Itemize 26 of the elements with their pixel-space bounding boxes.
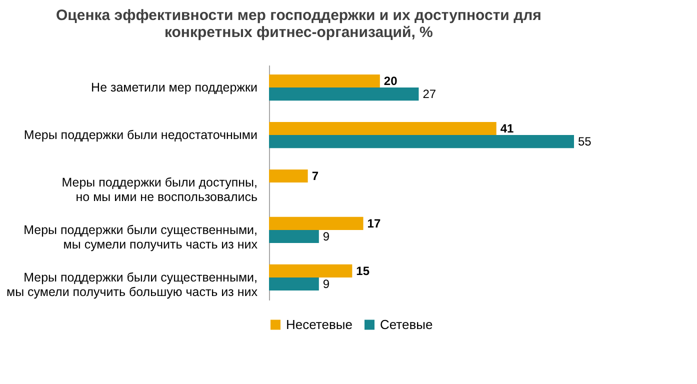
legend-label: Сетевые — [380, 316, 433, 332]
data-label: 27 — [422, 87, 436, 102]
y-tick-label: Меры поддержки были существенными, мы сумели получить большую часть из них — [6, 270, 258, 299]
bar — [269, 277, 319, 291]
data-label: 55 — [578, 134, 592, 149]
data-label: 9 — [322, 230, 330, 244]
data-label: 41 — [500, 121, 514, 136]
bar — [269, 169, 308, 182]
data-label: 9 — [322, 276, 330, 291]
y-tick-label: Меры поддержки были недостаточными — [24, 128, 258, 142]
bar — [269, 74, 380, 88]
data-label: 15 — [356, 264, 370, 278]
y-tick-label: Меры поддержки были доступны, но мы ими не воспользовались — [62, 176, 258, 204]
bar — [269, 230, 319, 244]
bar — [269, 264, 352, 278]
legend-label: Несетевые — [286, 316, 352, 332]
chart-title: Оценка эффективности мер господдержки и их доступности для конкретных фитнес-организаций, % — [56, 7, 542, 41]
bar — [269, 216, 364, 230]
data-label: 20 — [384, 74, 398, 88]
y-tick-label: Меры поддержки были существенными, мы сумели получить часть из них — [24, 222, 258, 252]
bar — [269, 135, 574, 148]
bar — [269, 88, 419, 101]
data-label: 7 — [312, 168, 319, 183]
bar — [269, 122, 496, 136]
y-tick-label: Не заметили мер поддержки — [91, 80, 258, 95]
data-label: 17 — [367, 216, 381, 230]
